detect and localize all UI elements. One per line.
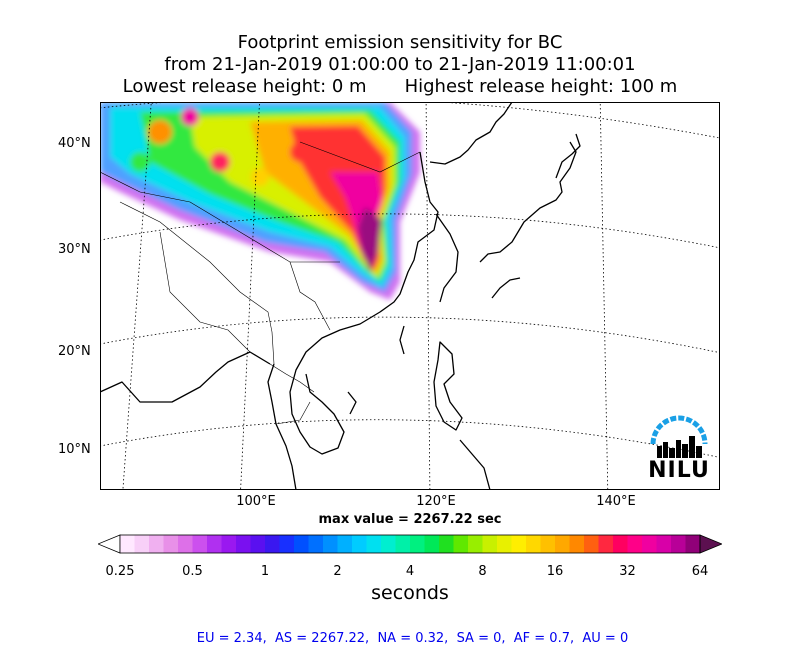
footprint-map: [100, 102, 720, 490]
lat-label-30N: 30°N: [58, 242, 91, 257]
title-line-2: from 21-Jan-2019 01:00:00 to 21-Jan-2019…: [164, 54, 636, 75]
colorbar: [98, 534, 722, 554]
colorbar-units-label: seconds: [371, 582, 449, 604]
colorbar-cell: [279, 535, 295, 553]
colorbar-tick-label: 16: [546, 564, 564, 579]
colorbar-cell: [308, 535, 324, 553]
colorbar-over-arrow: [699, 534, 722, 554]
colorbar-cell: [163, 535, 179, 553]
lat-label-40N: 40°N: [58, 136, 91, 151]
colorbar-tick-label: 0.5: [182, 564, 203, 579]
colorbar-cell: [178, 535, 193, 553]
footprint-plume: [100, 102, 420, 300]
graticule: [100, 102, 720, 490]
colorbar-tick-label: 32: [619, 564, 636, 579]
colorbar-tick-label: 2: [333, 564, 342, 579]
colorbar-tick-label: 64: [691, 564, 709, 579]
colorbar-cell: [671, 535, 686, 553]
colorbar-cell: [642, 535, 657, 553]
colorbar-cell: [613, 535, 628, 553]
colorbar-tick-label: 1: [260, 564, 270, 579]
colorbar-cell: [381, 535, 396, 553]
colorbar-tick-label: 0.25: [105, 564, 135, 579]
lon-label-100E: 100°E: [236, 494, 276, 509]
colorbar-cell: [236, 535, 251, 553]
region-summary: EU = 2.34, AS = 2267.22, NA = 0.32, SA =…: [196, 631, 629, 646]
colorbar-cell: [685, 535, 701, 553]
lat-label-20N: 20°N: [58, 344, 91, 359]
title-line-1: Footprint emission sensitivity for BC: [237, 32, 563, 53]
colorbar-cell: [540, 535, 556, 553]
colorbar-cell: [468, 535, 483, 553]
colorbar-cell: [221, 535, 237, 553]
colorbar-cell: [439, 535, 454, 553]
colorbar-cell: [584, 535, 599, 553]
lat-label-10N: 10°N: [58, 442, 91, 457]
colorbar-cell: [265, 535, 280, 553]
map-frame: [100, 102, 720, 490]
colorbar-cell: [134, 535, 150, 553]
colorbar-cell: [323, 535, 338, 553]
colorbar-cell: [526, 535, 541, 553]
colorbar-cell: [337, 535, 353, 553]
colorbar-tick-label: 4: [405, 564, 415, 579]
colorbar-cell: [410, 535, 425, 553]
colorbar-cell: [207, 535, 222, 553]
colorbar-cell: [627, 535, 643, 553]
nilu-logo: NILU: [645, 412, 713, 484]
colorbar-cell: [424, 535, 440, 553]
borders: [100, 141, 421, 425]
colorbar-cell: [294, 535, 309, 553]
colorbar-cell: [120, 535, 135, 553]
colorbar-cell: [250, 535, 266, 553]
colorbar-cell: [192, 535, 208, 553]
colorbar-cell: [352, 535, 367, 553]
colorbar-cell: [656, 535, 672, 553]
colorbar-cell: [598, 535, 614, 553]
colorbar-cell: [497, 535, 512, 553]
colorbar-cell: [395, 535, 411, 553]
lowest-release-height: Lowest release height: 0 m: [122, 76, 367, 97]
colorbar-cell: [482, 535, 498, 553]
colorbar-cell: [569, 535, 585, 553]
colorbar-tick-label: 8: [478, 564, 487, 579]
colorbar-cell: [555, 535, 570, 553]
colorbar-cell: [511, 535, 527, 553]
max-value-label: max value = 2267.22 sec: [318, 512, 502, 527]
nilu-logo-text: NILU: [648, 458, 710, 483]
colorbar-cell: [366, 535, 382, 553]
lon-label-140E: 140°E: [596, 494, 636, 509]
nilu-logo-mark: [650, 415, 708, 458]
highest-release-height: Highest release height: 100 m: [404, 76, 678, 97]
colorbar-cell: [149, 535, 164, 553]
title-line-3: Lowest release height: 0 m Highest releas…: [0, 76, 800, 98]
colorbar-under-arrow: [98, 534, 121, 554]
colorbar-cell: [453, 535, 469, 553]
lon-label-120E: 120°E: [416, 494, 456, 509]
colorbar-frame: [119, 534, 701, 554]
